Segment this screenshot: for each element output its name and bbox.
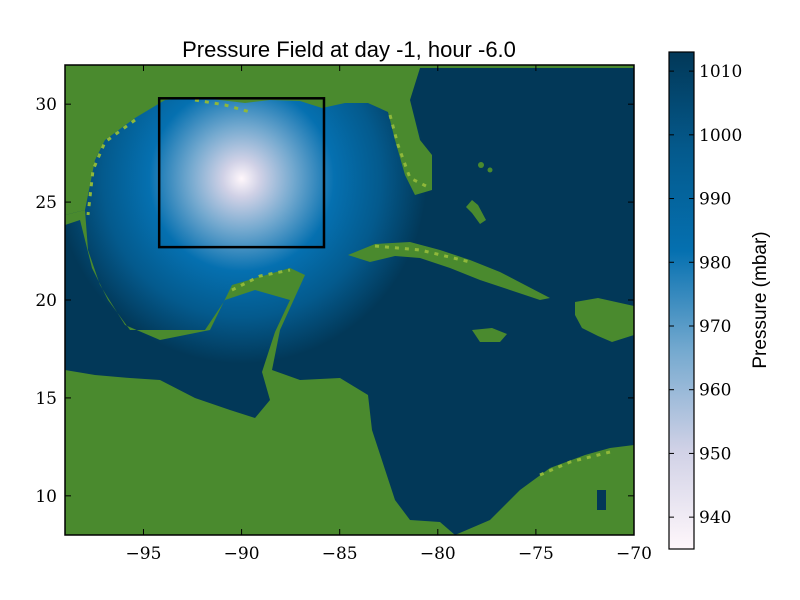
y-axis-ticks: 10 15 20 25 30 bbox=[35, 95, 634, 507]
colorbar-tick-label: 970 bbox=[699, 317, 731, 337]
coast-highlight-gulf bbox=[86, 118, 136, 216]
colorbar-tick-label: 1000 bbox=[699, 126, 742, 146]
coast-highlight-venezuela bbox=[539, 450, 611, 477]
x-tick-label: −95 bbox=[126, 544, 162, 564]
x-tick-label: −75 bbox=[518, 544, 554, 564]
y-tick-label: 25 bbox=[35, 193, 57, 213]
land-bahamas-islet-2 bbox=[487, 167, 493, 173]
colorbar-tick-label: 960 bbox=[699, 381, 731, 401]
land-jamaica bbox=[472, 328, 507, 342]
land-hispaniola bbox=[575, 298, 634, 342]
land-bahamas bbox=[466, 200, 486, 224]
colorbar-frame bbox=[668, 51, 695, 550]
x-tick-label: −80 bbox=[420, 544, 456, 564]
land-masses bbox=[65, 65, 634, 535]
coast-highlight-yucatan bbox=[231, 268, 291, 292]
land-cuba bbox=[348, 242, 550, 300]
coastline-highlights bbox=[86, 98, 611, 477]
colorbar-tick-label: 990 bbox=[699, 190, 731, 210]
land-south-america bbox=[455, 445, 634, 535]
x-tick-label: −70 bbox=[616, 544, 652, 564]
highlight-box bbox=[157, 97, 326, 249]
y-tick-label: 30 bbox=[35, 95, 57, 115]
colorbar-fill bbox=[669, 52, 694, 549]
land-us-gulf-coast bbox=[65, 65, 634, 215]
colorbar-label: Pressure (mbar) bbox=[750, 231, 771, 368]
colorbar: 940 950 960 970 980 990 1000 1010 Pressure (mba… bbox=[668, 51, 771, 550]
x-axis-ticks: −95 −90 −85 −80 −75 −70 bbox=[126, 65, 652, 564]
land-mexico-central-america bbox=[65, 210, 455, 535]
colorbar-tick-label: 1010 bbox=[699, 62, 742, 82]
y-tick-label: 20 bbox=[35, 291, 57, 311]
lake-maracaibo bbox=[597, 490, 606, 510]
plot-area bbox=[65, 65, 634, 535]
colorbar-ticks: 940 950 960 970 980 990 1000 1010 bbox=[669, 62, 742, 528]
chart-title: Pressure Field at day -1, hour -6.0 bbox=[182, 37, 516, 62]
colorbar-tick-label: 980 bbox=[699, 253, 731, 273]
x-tick-label: −85 bbox=[322, 544, 358, 564]
y-tick-label: 15 bbox=[35, 389, 57, 409]
land-bahamas-islet bbox=[478, 162, 484, 168]
x-tick-label: −90 bbox=[224, 544, 260, 564]
colorbar-tick-label: 940 bbox=[699, 508, 731, 528]
colorbar-tick-label: 950 bbox=[699, 444, 731, 464]
coast-highlight-mississippi bbox=[194, 98, 251, 114]
y-tick-label: 10 bbox=[35, 487, 57, 507]
